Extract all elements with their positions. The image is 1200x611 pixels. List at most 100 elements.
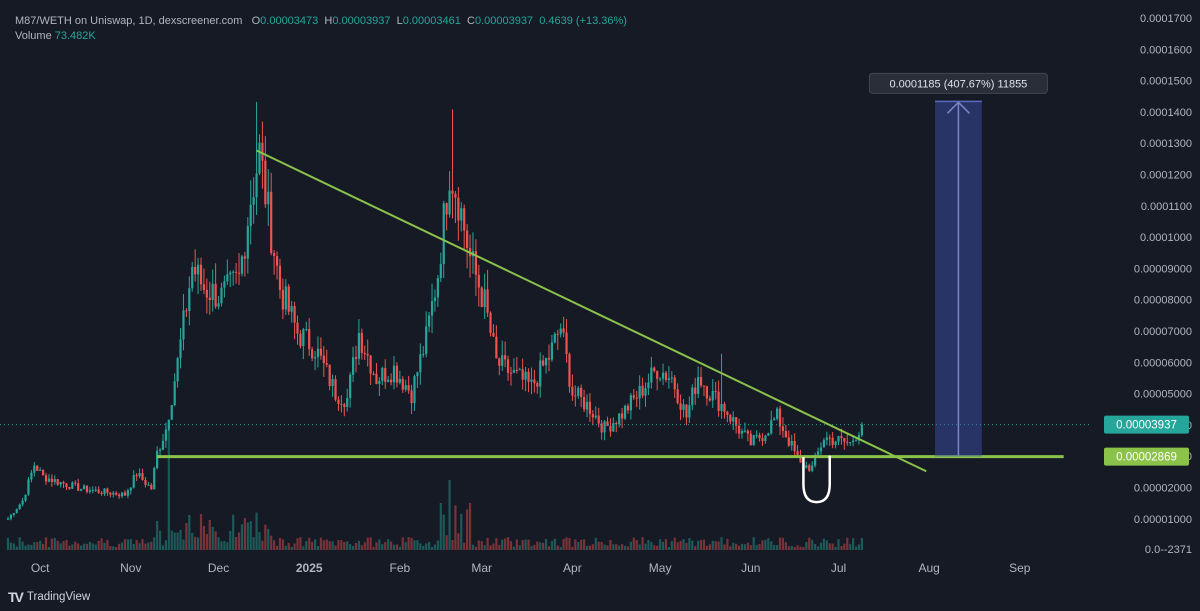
candle-body	[550, 342, 554, 360]
candle-body	[21, 500, 24, 505]
candle-body	[574, 395, 577, 397]
candle-body	[100, 492, 103, 494]
candle-body	[30, 472, 33, 480]
candle-body	[47, 478, 51, 482]
volume-bar	[822, 538, 825, 550]
candle-body	[384, 367, 387, 382]
candle-body	[623, 405, 627, 419]
volume-bar	[372, 546, 375, 550]
candle-body	[591, 413, 594, 418]
x-axis-tick-label: Feb	[390, 561, 411, 575]
volume-bar	[471, 544, 475, 550]
volume-bar	[638, 544, 641, 550]
candle-body	[170, 405, 173, 420]
volume-bar	[814, 543, 817, 550]
candle-body	[135, 475, 138, 477]
tradingview-brand[interactable]: TV TradingView	[8, 589, 90, 605]
candle-body	[80, 489, 83, 491]
volume-bar	[594, 537, 597, 550]
volume-bar	[349, 544, 352, 550]
volume-bar	[659, 539, 662, 550]
candle-body	[430, 301, 434, 316]
candle-body	[261, 142, 264, 161]
candle-body	[843, 437, 846, 442]
volume-bar	[387, 539, 390, 550]
candle-body	[656, 371, 659, 379]
volume-bar	[796, 545, 799, 550]
candle-body	[673, 377, 676, 390]
volume-bar	[270, 535, 273, 550]
volume-bar	[542, 542, 545, 550]
volume-bar	[410, 537, 413, 550]
volume-bar	[232, 514, 235, 550]
candle-body	[270, 191, 273, 254]
volume-bar	[59, 543, 62, 550]
candle-body	[188, 288, 191, 312]
volume-bar	[787, 546, 790, 550]
candle-body	[661, 372, 665, 379]
volume-bar	[802, 546, 805, 550]
volume-bar	[732, 542, 735, 550]
volume-bar	[843, 543, 846, 550]
volume-bar	[293, 543, 296, 550]
candle-body	[258, 142, 261, 174]
candle-body	[711, 391, 714, 401]
volume-bar	[512, 546, 516, 550]
candle-body	[632, 395, 635, 398]
candle-body	[36, 465, 39, 471]
candle-body	[454, 193, 457, 198]
candle-body	[460, 208, 463, 221]
volume-bar	[831, 543, 834, 550]
candle-body	[442, 203, 445, 265]
volume-bar	[343, 541, 346, 550]
candle-body	[571, 386, 574, 396]
candle-body	[784, 431, 787, 438]
candle-body	[425, 326, 428, 354]
candle-body	[650, 367, 653, 383]
volume-bar	[629, 541, 632, 550]
volume-bar	[509, 541, 513, 550]
candle-body	[714, 391, 717, 393]
volume-bar	[664, 539, 668, 550]
y-axis-tick-label: 0.0001200	[1140, 170, 1192, 182]
volume-bar	[346, 541, 349, 550]
candle-body	[308, 329, 311, 350]
candle-body	[585, 401, 589, 410]
candle-body	[793, 441, 796, 452]
descending-trendline[interactable]	[256, 149, 927, 473]
volume-bar	[612, 544, 615, 550]
volume-bar	[267, 528, 270, 550]
volume-bar	[229, 530, 232, 550]
volume-bar	[582, 539, 586, 550]
volume-bar	[77, 543, 80, 550]
candle-body	[153, 468, 156, 490]
volume-bar	[501, 539, 504, 550]
candle-body	[363, 352, 366, 354]
candle-body	[837, 436, 840, 442]
candle-body	[401, 378, 404, 390]
candle-body	[202, 284, 206, 290]
volume-bar	[737, 545, 741, 550]
volume-bar	[170, 530, 173, 550]
candle-body	[556, 333, 559, 335]
volume-bar	[451, 540, 454, 550]
candle-body	[568, 354, 571, 387]
volume-bar	[273, 540, 276, 550]
candle-body	[182, 310, 185, 340]
candle-body	[56, 479, 59, 485]
volume-bar	[407, 537, 410, 550]
brand-label: TradingView	[26, 591, 91, 603]
volume-bar	[176, 532, 179, 550]
candle-body	[273, 253, 276, 257]
candle-body	[27, 479, 30, 495]
volume-bar	[849, 543, 852, 550]
volume-bar	[255, 512, 258, 550]
candle-body	[372, 373, 375, 375]
candle-body	[805, 465, 808, 468]
volume-bar	[761, 540, 764, 550]
candle-body	[41, 469, 45, 476]
candle-body	[767, 433, 770, 436]
volume-bar	[486, 537, 489, 550]
volume-bar	[334, 545, 337, 550]
